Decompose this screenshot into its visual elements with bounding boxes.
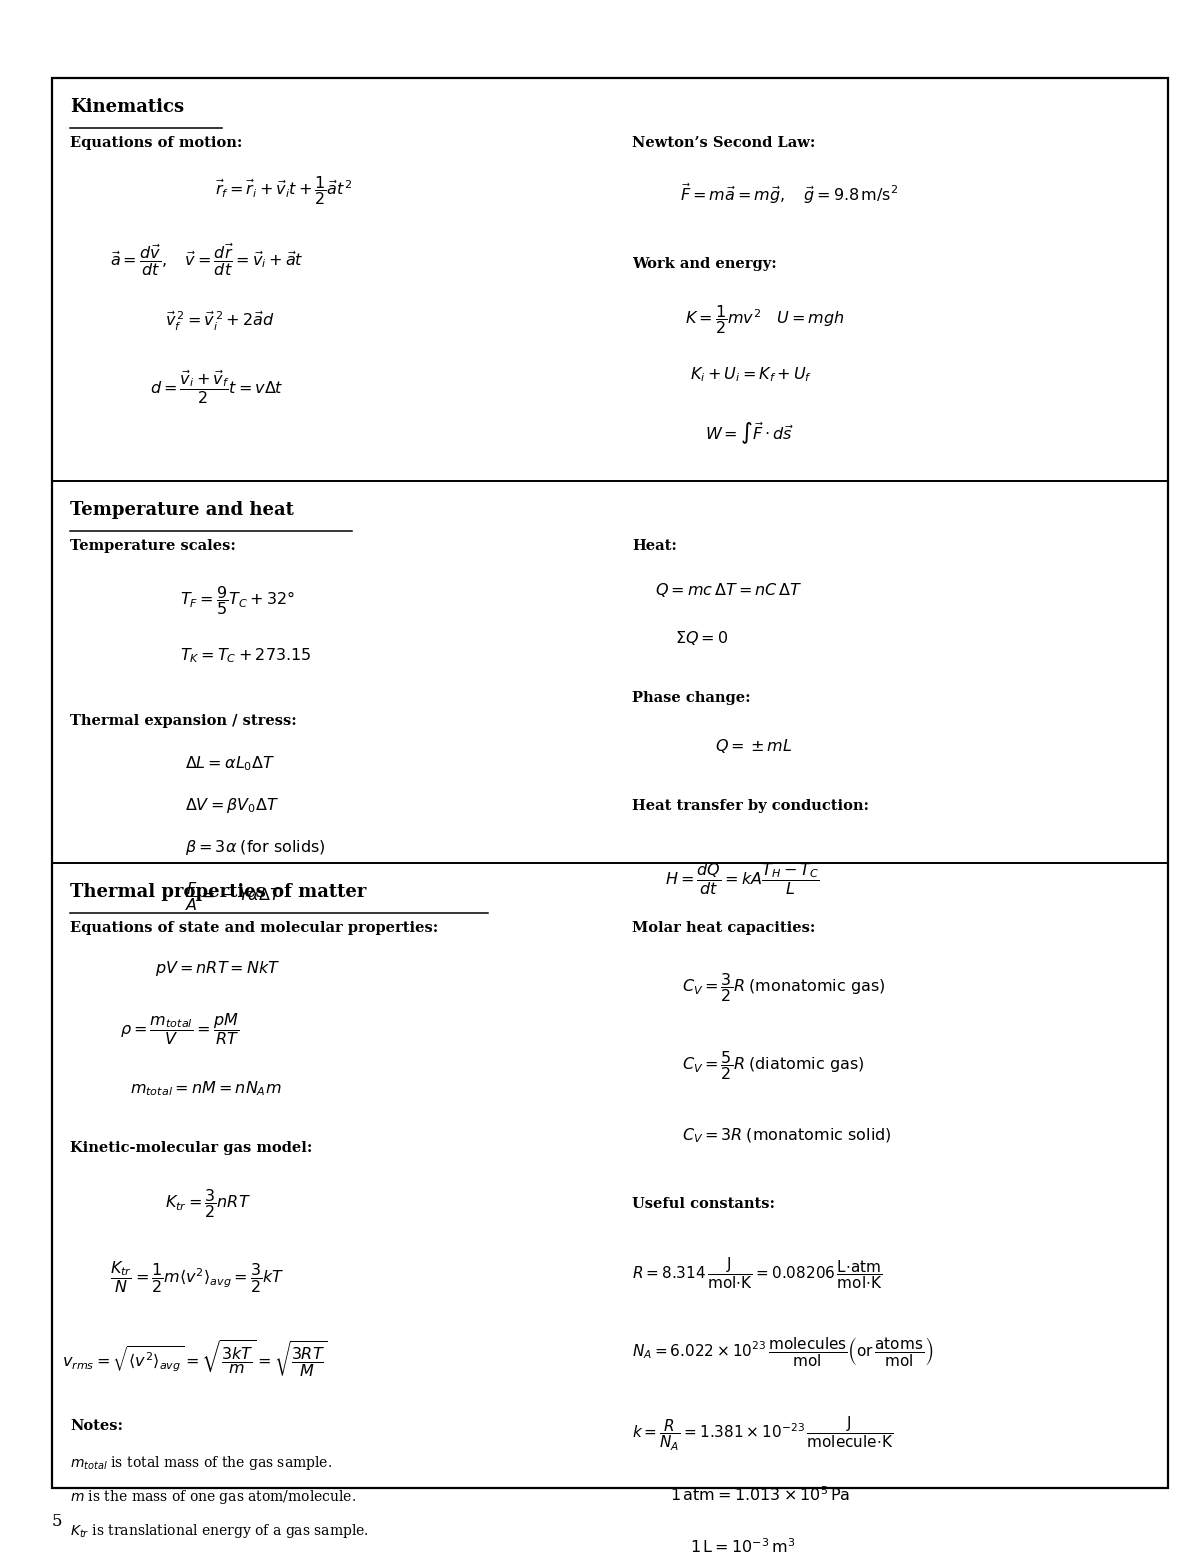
Text: Molar heat capacities:: Molar heat capacities: [632, 921, 815, 935]
Text: $K_{tr}$ is translational energy of a gas sample.: $K_{tr}$ is translational energy of a ga… [70, 1522, 368, 1541]
Text: $N_A = 6.022\times10^{23}\,\dfrac{\mathrm{molecules}}{\mathrm{mol}}\left(\mathrm: $N_A = 6.022\times10^{23}\,\dfrac{\mathr… [632, 1336, 934, 1368]
Text: 5: 5 [52, 1513, 62, 1530]
Text: $W = \int \vec{F} \cdot d\vec{s}$: $W = \int \vec{F} \cdot d\vec{s}$ [706, 419, 794, 446]
Text: Kinetic-molecular gas model:: Kinetic-molecular gas model: [70, 1141, 312, 1155]
Text: $\Delta V = \beta V_0 \Delta T$: $\Delta V = \beta V_0 \Delta T$ [185, 797, 280, 815]
Text: Thermal expansion / stress:: Thermal expansion / stress: [70, 714, 296, 728]
Text: Work and energy:: Work and energy: [632, 256, 776, 272]
Text: $Q = mc\,\Delta T = nC\,\Delta T$: $Q = mc\,\Delta T = nC\,\Delta T$ [655, 581, 803, 599]
Text: $T_K = T_C + 273.15$: $T_K = T_C + 273.15$ [180, 646, 312, 665]
Text: $C_V = 3R\;\text{(monatomic solid)}$: $C_V = 3R\;\text{(monatomic solid)}$ [682, 1127, 892, 1146]
Text: Thermal properties of matter: Thermal properties of matter [70, 884, 366, 901]
Text: $C_V = \dfrac{5}{2}R\;\text{(diatomic gas)}$: $C_V = \dfrac{5}{2}R\;\text{(diatomic ga… [682, 1048, 864, 1082]
Text: $\rho = \dfrac{m_{total}}{V} = \dfrac{pM}{RT}$: $\rho = \dfrac{m_{total}}{V} = \dfrac{pM… [120, 1011, 239, 1047]
Text: $m$ is the mass of one gas atom/molecule.: $m$ is the mass of one gas atom/molecule… [70, 1488, 356, 1506]
Text: $d = \dfrac{\vec{v}_i + \vec{v}_f}{2}t = v\Delta t$: $d = \dfrac{\vec{v}_i + \vec{v}_f}{2}t =… [150, 368, 283, 405]
Text: $C_V = \dfrac{3}{2}R\;\text{(monatomic gas)}$: $C_V = \dfrac{3}{2}R\;\text{(monatomic g… [682, 971, 886, 1003]
Text: $m_{total} = nM = nN_A m$: $m_{total} = nM = nN_A m$ [130, 1079, 282, 1098]
Text: $H = \dfrac{dQ}{dt} = kA\dfrac{T_H - T_C}{L}$: $H = \dfrac{dQ}{dt} = kA\dfrac{T_H - T_C… [665, 860, 820, 896]
Text: $m_{total}$ is total mass of the gas sample.: $m_{total}$ is total mass of the gas sam… [70, 1454, 332, 1472]
Text: $\dfrac{F}{A} = -Y\alpha\Delta T$: $\dfrac{F}{A} = -Y\alpha\Delta T$ [185, 881, 282, 913]
Text: $\Sigma Q = 0$: $\Sigma Q = 0$ [674, 629, 728, 648]
Text: $K = \dfrac{1}{2}mv^2 \quad U = mgh$: $K = \dfrac{1}{2}mv^2 \quad U = mgh$ [685, 303, 845, 335]
Text: $\vec{r}_f = \vec{r}_i + \vec{v}_i t + \dfrac{1}{2}\vec{a}t^2$: $\vec{r}_f = \vec{r}_i + \vec{v}_i t + \… [215, 174, 352, 207]
Text: Heat:: Heat: [632, 539, 677, 553]
Text: $K_i + U_i = K_f + U_f$: $K_i + U_i = K_f + U_f$ [690, 365, 812, 384]
Text: $1\,\mathrm{atm} = 1.013\times10^5\,\mathrm{Pa}$: $1\,\mathrm{atm} = 1.013\times10^5\,\mat… [670, 1485, 851, 1503]
Text: Phase change:: Phase change: [632, 691, 751, 705]
Text: Newton’s Second Law:: Newton’s Second Law: [632, 137, 815, 151]
Text: $\Delta L = \alpha L_0 \Delta T$: $\Delta L = \alpha L_0 \Delta T$ [185, 755, 275, 773]
Text: Temperature scales:: Temperature scales: [70, 539, 236, 553]
Text: Temperature and heat: Temperature and heat [70, 502, 294, 519]
Text: $Q = \pm mL$: $Q = \pm mL$ [715, 738, 792, 755]
Text: $R = 8.314\,\dfrac{\mathrm{J}}{\mathrm{mol}{\cdot}\mathrm{K}} = 0.08206\,\dfrac{: $R = 8.314\,\dfrac{\mathrm{J}}{\mathrm{m… [632, 1255, 882, 1291]
Text: $\vec{a} = \dfrac{d\vec{v}}{dt}, \quad \vec{v} = \dfrac{d\vec{r}}{dt} = \vec{v}_: $\vec{a} = \dfrac{d\vec{v}}{dt}, \quad \… [110, 242, 304, 278]
Text: Equations of state and molecular properties:: Equations of state and molecular propert… [70, 921, 438, 935]
Text: Notes:: Notes: [70, 1419, 124, 1433]
Text: Useful constants:: Useful constants: [632, 1197, 775, 1211]
Text: $K_{tr} = \dfrac{3}{2}nRT$: $K_{tr} = \dfrac{3}{2}nRT$ [166, 1186, 251, 1221]
Text: $\beta = 3\alpha\;\text{(for solids)}$: $\beta = 3\alpha\;\text{(for solids)}$ [185, 839, 325, 857]
Text: Heat transfer by conduction:: Heat transfer by conduction: [632, 798, 869, 814]
Text: $1\,\mathrm{L} = 10^{-3}\,\mathrm{m}^3$: $1\,\mathrm{L} = 10^{-3}\,\mathrm{m}^3$ [690, 1537, 796, 1553]
Text: $T_F = \dfrac{9}{5}T_C + 32°$: $T_F = \dfrac{9}{5}T_C + 32°$ [180, 584, 295, 617]
Text: $v_{rms} = \sqrt{\langle v^2\rangle_{avg}} = \sqrt{\dfrac{3kT}{m}} = \sqrt{\dfra: $v_{rms} = \sqrt{\langle v^2\rangle_{avg… [62, 1339, 328, 1381]
Text: $\vec{v}_f^{\,2} = \vec{v}_i^{\,2} + 2\vec{a}d$: $\vec{v}_f^{\,2} = \vec{v}_i^{\,2} + 2\v… [166, 311, 275, 334]
Text: $\dfrac{K_{tr}}{N} = \dfrac{1}{2}m\langle v^2\rangle_{avg} = \dfrac{3}{2}kT$: $\dfrac{K_{tr}}{N} = \dfrac{1}{2}m\langl… [110, 1259, 284, 1295]
Text: Equations of motion:: Equations of motion: [70, 137, 242, 151]
Text: Kinematics: Kinematics [70, 98, 184, 116]
Text: $pV = nRT = NkT$: $pV = nRT = NkT$ [155, 960, 281, 978]
Text: $\vec{F} = m\vec{a} = m\vec{g},\quad \vec{g} = 9.8\,\mathrm{m/s}^2$: $\vec{F} = m\vec{a} = m\vec{g},\quad \ve… [680, 182, 899, 207]
Text: $k = \dfrac{R}{N_A} = 1.381\times10^{-23}\,\dfrac{\mathrm{J}}{\mathrm{molecule}{: $k = \dfrac{R}{N_A} = 1.381\times10^{-23… [632, 1415, 893, 1454]
